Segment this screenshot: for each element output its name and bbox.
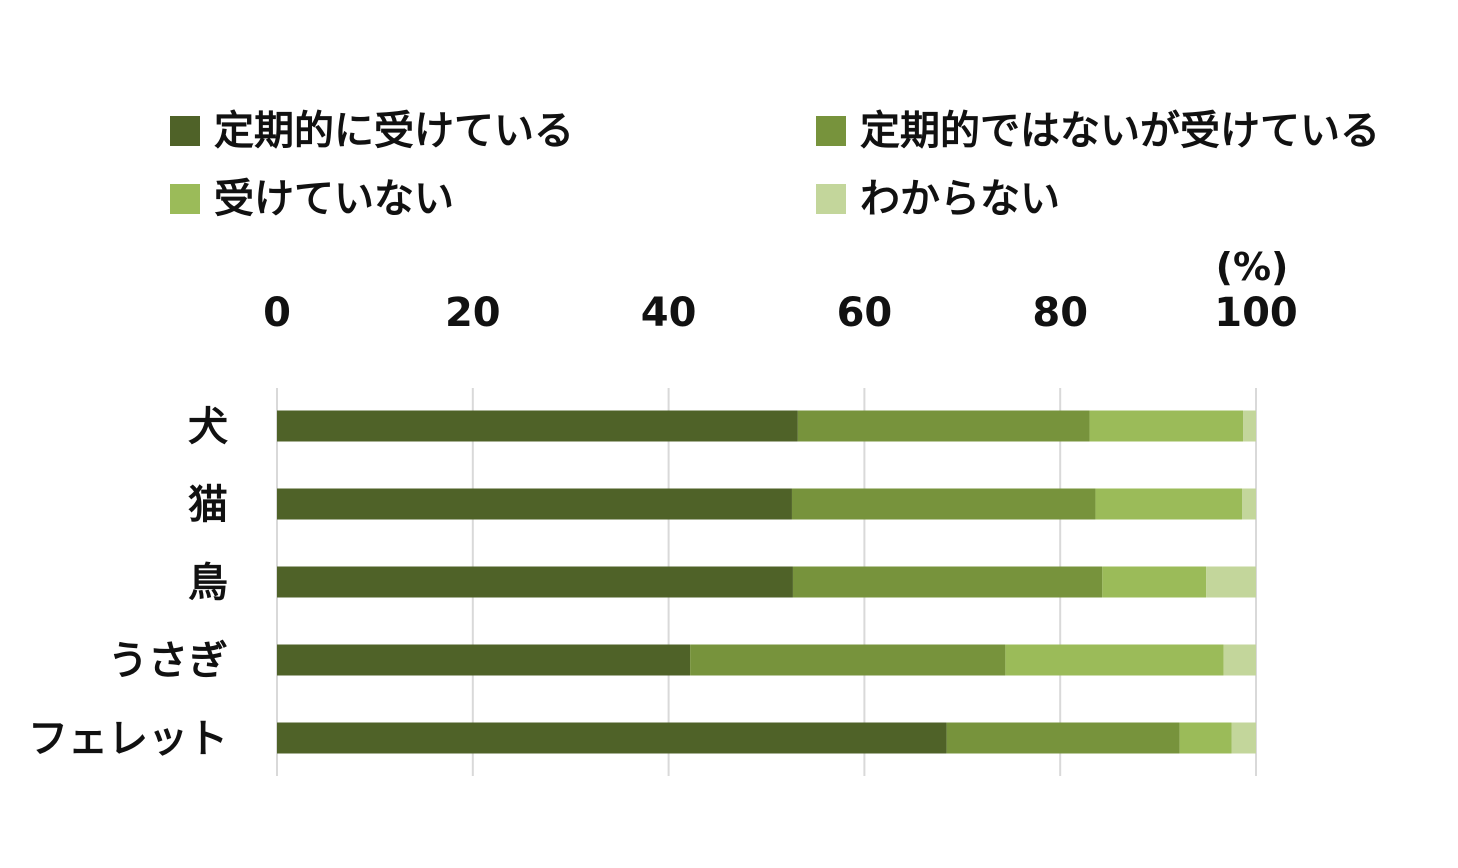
bar-segment — [690, 644, 1006, 676]
legend-label: 定期的に受けている — [214, 108, 574, 154]
legend-swatch — [170, 184, 200, 214]
bar-segment — [277, 644, 691, 676]
x-tick-label: 40 — [641, 290, 697, 336]
bar-segment — [1102, 566, 1207, 598]
bar-segment — [946, 722, 1180, 754]
x-tick-label: 100 — [1214, 290, 1298, 336]
x-tick-label: 60 — [837, 290, 893, 336]
legend-swatch — [170, 116, 200, 146]
bar-segment — [1005, 644, 1224, 676]
category-label: 犬 — [188, 404, 228, 450]
bar-segment — [1089, 410, 1244, 442]
bar-segment — [1242, 488, 1256, 520]
category-label: フェレット — [28, 716, 228, 762]
category-label: 猫 — [188, 482, 228, 528]
bar-segment — [791, 488, 1096, 520]
bar-segment — [1223, 644, 1256, 676]
legend-swatch — [816, 184, 846, 214]
legend-label: 定期的ではないが受けている — [860, 108, 1380, 154]
legend-swatch — [816, 116, 846, 146]
x-tick-label: 20 — [445, 290, 501, 336]
x-tick-label: 0 — [263, 290, 291, 336]
bar-segment — [792, 566, 1103, 598]
legend-label: 受けていない — [214, 176, 454, 222]
x-axis-ticks: 0 20 40 60 80 100 — [263, 290, 1298, 336]
bar-segment — [1179, 722, 1232, 754]
category-label: うさぎ — [108, 638, 228, 684]
bar-segment — [1243, 410, 1256, 442]
bar-segment — [1206, 566, 1256, 598]
x-tick-label: 80 — [1032, 290, 1088, 336]
bar-segment — [277, 566, 793, 598]
bar-segment — [277, 722, 947, 754]
bar-segment — [277, 410, 798, 442]
unit-label: (%) — [1216, 245, 1289, 289]
legend-label: わからない — [860, 176, 1060, 222]
bar-segment — [1231, 722, 1256, 754]
bar-segment — [797, 410, 1090, 442]
bar-segment — [277, 488, 792, 520]
bars — [277, 410, 1256, 754]
bar-segment — [1095, 488, 1243, 520]
category-label: 鳥 — [188, 560, 228, 606]
